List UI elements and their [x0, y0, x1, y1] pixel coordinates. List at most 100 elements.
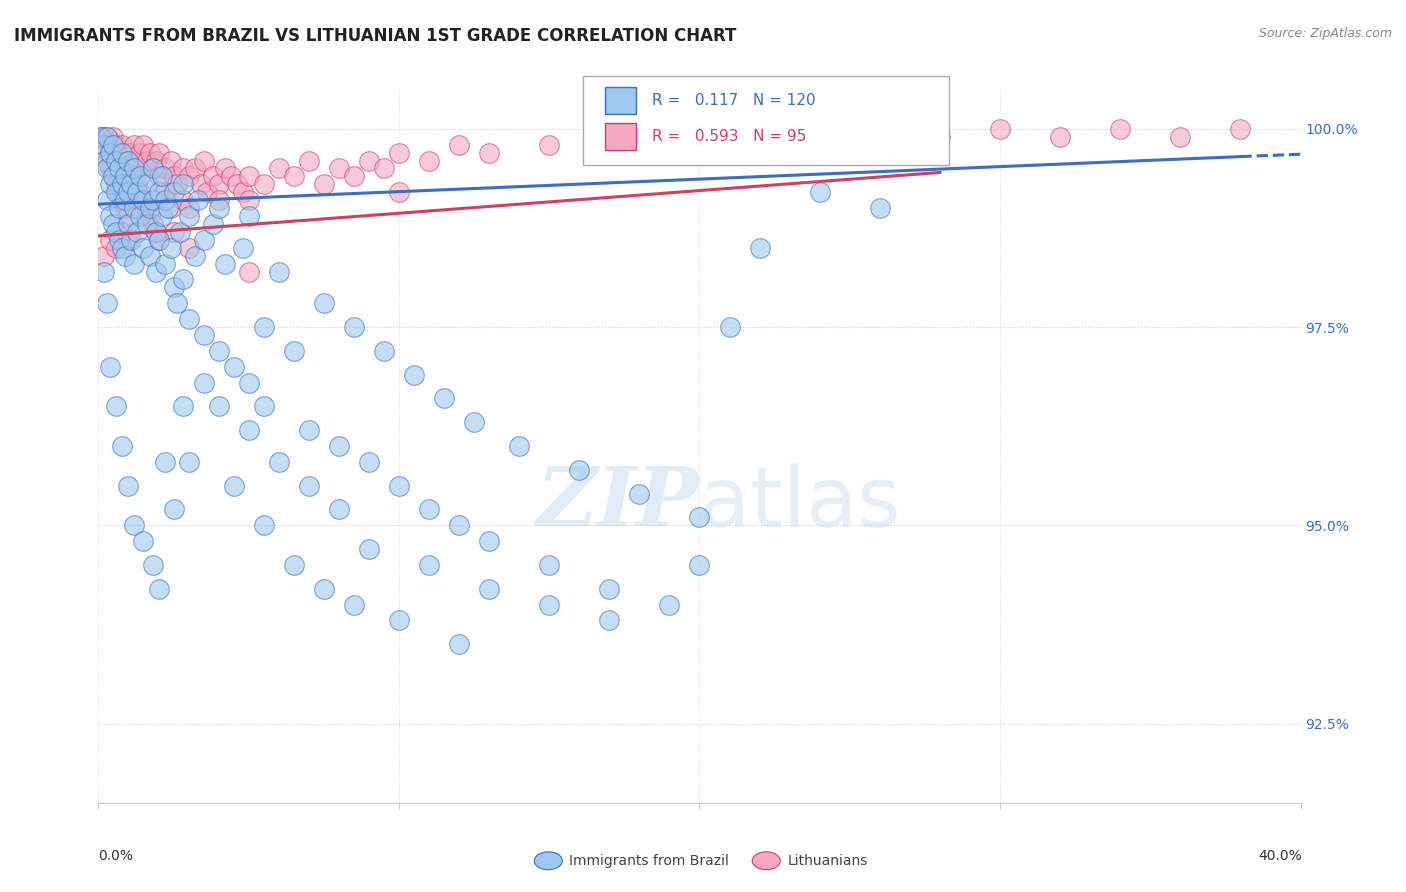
Point [418, 502, 440, 516]
Point [190, 178, 212, 192]
Point [111, 241, 134, 255]
Point [127, 186, 149, 200]
Point [141, 217, 163, 231]
Point [108, 201, 131, 215]
Point [238, 376, 260, 390]
Point [93, 153, 115, 168]
Point [628, 486, 651, 500]
Point [598, 145, 620, 160]
Point [1170, 129, 1192, 144]
Point [478, 145, 501, 160]
Text: IMMIGRANTS FROM BRAZIL VS LITHUANIAN 1ST GRADE CORRELATION CHART: IMMIGRANTS FROM BRAZIL VS LITHUANIAN 1ST… [14, 27, 737, 45]
Point [117, 478, 139, 492]
Point [132, 193, 155, 207]
Point [208, 178, 231, 192]
Point [388, 614, 411, 628]
Point [166, 296, 188, 310]
Point [148, 145, 170, 160]
Point [138, 145, 160, 160]
Point [153, 161, 176, 176]
Point [96, 129, 118, 144]
Point [538, 137, 561, 152]
Point [105, 225, 128, 239]
Text: 0.0%: 0.0% [98, 849, 134, 863]
Point [148, 169, 170, 184]
Point [114, 201, 136, 215]
Point [328, 439, 350, 453]
Point [253, 400, 276, 414]
Point [298, 423, 321, 437]
Point [658, 598, 681, 612]
Point [117, 233, 139, 247]
Point [124, 169, 146, 184]
Point [718, 320, 741, 334]
Point [121, 233, 143, 247]
Point [148, 186, 170, 200]
Point [388, 145, 411, 160]
Point [172, 161, 194, 176]
Point [208, 193, 231, 207]
Point [748, 241, 770, 255]
Point [124, 137, 146, 152]
Point [121, 161, 143, 176]
Point [388, 186, 411, 200]
Point [388, 478, 411, 492]
Point [93, 249, 115, 263]
Point [343, 598, 366, 612]
Point [148, 233, 170, 247]
Point [298, 153, 321, 168]
Point [132, 241, 155, 255]
Point [103, 169, 125, 184]
Point [105, 400, 128, 414]
Point [153, 257, 176, 271]
Point [141, 558, 163, 572]
Point [114, 169, 136, 184]
Point [127, 225, 149, 239]
Point [478, 582, 501, 596]
Point [183, 249, 205, 263]
Point [100, 161, 122, 176]
Point [172, 272, 194, 286]
Point [138, 209, 160, 223]
Point [103, 217, 125, 231]
Point [100, 178, 122, 192]
Point [105, 186, 128, 200]
Point [283, 558, 305, 572]
Point [253, 518, 276, 533]
Point [108, 233, 131, 247]
Point [100, 209, 122, 223]
Point [869, 121, 891, 136]
Point [96, 193, 118, 207]
Point [172, 178, 194, 192]
Point [100, 145, 122, 160]
Point [93, 264, 115, 278]
Point [208, 343, 231, 358]
Point [328, 161, 350, 176]
Point [418, 153, 440, 168]
Point [172, 400, 194, 414]
Point [162, 225, 184, 239]
Point [138, 249, 160, 263]
Text: atlas: atlas [700, 463, 901, 543]
Point [808, 186, 831, 200]
Point [132, 534, 155, 549]
Point [267, 161, 290, 176]
Point [689, 510, 711, 524]
Point [141, 193, 163, 207]
Point [117, 153, 139, 168]
Point [124, 161, 146, 176]
Point [253, 320, 276, 334]
Point [148, 582, 170, 596]
Point [108, 186, 131, 200]
Point [145, 153, 167, 168]
Point [418, 558, 440, 572]
Point [402, 368, 425, 382]
Point [283, 343, 305, 358]
Point [447, 518, 470, 533]
Point [117, 217, 139, 231]
Point [93, 137, 115, 152]
Point [328, 502, 350, 516]
Point [111, 145, 134, 160]
Point [312, 178, 335, 192]
Point [808, 129, 831, 144]
